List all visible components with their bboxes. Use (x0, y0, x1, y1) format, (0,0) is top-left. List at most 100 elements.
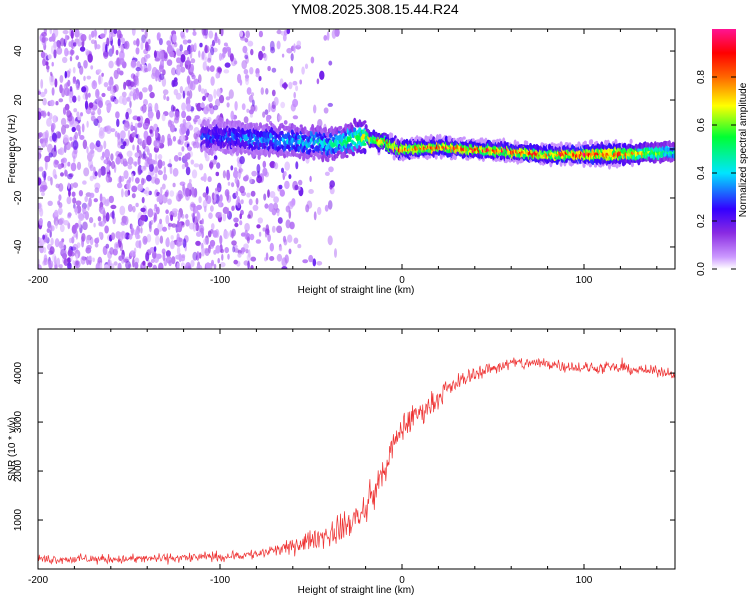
heatmap-cell (147, 208, 154, 218)
colorbar-tick-label: 0.0 (696, 262, 707, 276)
heatmap-cell (245, 30, 250, 39)
heatmap-cell (103, 29, 107, 36)
heatmap-cell (110, 160, 116, 170)
heatmap-cell (99, 193, 103, 203)
heatmap-cell (279, 189, 285, 197)
heatmap-cell (267, 233, 271, 242)
heatmap-cell (244, 38, 249, 43)
heatmap-cell (96, 90, 100, 97)
heatmap-cell (298, 153, 302, 160)
colorbar-label: Normalized spectral amplitude (738, 82, 749, 217)
heatmap-cell (222, 52, 226, 58)
heatmap-cell (108, 60, 114, 69)
heatmap-cell (345, 154, 349, 159)
heatmap-cell (165, 237, 170, 248)
snr-x-axis-label: Height of straight line (km) (298, 585, 415, 596)
heatmap-cell (105, 243, 110, 249)
heatmap-cell (58, 217, 65, 224)
heatmap-cell (161, 113, 166, 122)
heatmap-cell (47, 175, 52, 182)
heatmap-cell (136, 144, 140, 153)
heatmap-cell (47, 200, 53, 206)
heatmap-cell (249, 67, 254, 75)
heatmap-cell (117, 132, 121, 140)
heatmap-cell (172, 136, 177, 142)
heatmap-cell (269, 256, 275, 261)
heatmap-cell (185, 219, 190, 227)
heatmap-cell (89, 175, 94, 182)
heatmap-cell (316, 124, 320, 132)
heatmap-cell (208, 30, 214, 39)
heatmap-cell (161, 134, 165, 144)
heatmap-cell (110, 153, 114, 162)
heatmap-cell (38, 111, 42, 120)
heatmap-cell (146, 174, 152, 182)
heatmap-cell (252, 204, 259, 211)
heatmap-cell (215, 72, 220, 79)
heatmap-cell (42, 97, 47, 106)
heatmap-cell (438, 133, 442, 140)
heatmap-cell (227, 253, 230, 260)
heatmap-cell (94, 187, 100, 194)
colorbar-tick-label: 0.8 (696, 70, 707, 84)
heatmap-cell (217, 211, 223, 218)
heatmap-cell (184, 161, 189, 168)
heatmap-cell (165, 250, 171, 258)
heatmap-cell (252, 99, 255, 107)
heatmap-cell (49, 262, 52, 269)
heatmap-cell (80, 112, 83, 117)
heatmap-cell (169, 165, 173, 175)
heatmap-cell (41, 31, 47, 37)
heatmap-cell (186, 264, 192, 269)
heatmap-cell (301, 66, 305, 75)
heatmap-cell (178, 253, 182, 263)
heatmap-cell (108, 79, 114, 87)
heatmap-cell (214, 187, 221, 192)
heatmap-cell (250, 265, 254, 269)
heatmap-cell (135, 134, 139, 139)
heatmap-cell (60, 117, 67, 127)
heatmap-cell (267, 126, 271, 130)
heatmap-cell (59, 224, 65, 233)
heatmap-cell (269, 242, 274, 252)
heatmap-cell (41, 180, 47, 189)
heatmap-cell (182, 39, 188, 45)
heatmap-cell (59, 75, 64, 83)
heatmap-cell (203, 172, 207, 183)
heatmap-cell (162, 89, 169, 95)
heatmap-cell (86, 236, 90, 245)
heatmap-cell (185, 213, 189, 219)
heatmap-cell (149, 224, 152, 233)
heatmap-cell (590, 139, 594, 145)
heatmap-cell (323, 107, 329, 114)
heatmap-cell (97, 107, 102, 116)
heatmap-cell (72, 260, 75, 265)
heatmap-cell (248, 109, 254, 115)
heatmap-cell (198, 50, 201, 58)
heatmap-cell (167, 163, 173, 168)
heatmap-cell (206, 65, 210, 71)
heatmap-cell (158, 193, 164, 203)
heatmap-cell (226, 102, 230, 108)
heatmap-cell (71, 150, 78, 159)
heatmap-cell (435, 134, 440, 142)
heatmap-cell (276, 29, 282, 35)
heatmap-cell (258, 231, 262, 237)
heatmap-cell (148, 113, 153, 122)
heatmap-cell (153, 228, 160, 236)
heatmap-cell (116, 118, 120, 128)
heatmap-cell (172, 33, 177, 43)
heatmap-cell (258, 50, 264, 61)
heatmap-cell (201, 29, 207, 36)
heatmap-cell (201, 218, 204, 225)
heatmap-cell (121, 231, 127, 239)
heatmap-cell (143, 122, 150, 128)
heatmap-cell (92, 257, 95, 263)
heatmap-cell (196, 264, 203, 269)
heatmap-cell (198, 84, 202, 92)
heatmap-cell (156, 32, 160, 41)
heatmap-cell (103, 82, 109, 88)
heatmap-cell (244, 222, 250, 232)
heatmap-cell (193, 119, 197, 125)
